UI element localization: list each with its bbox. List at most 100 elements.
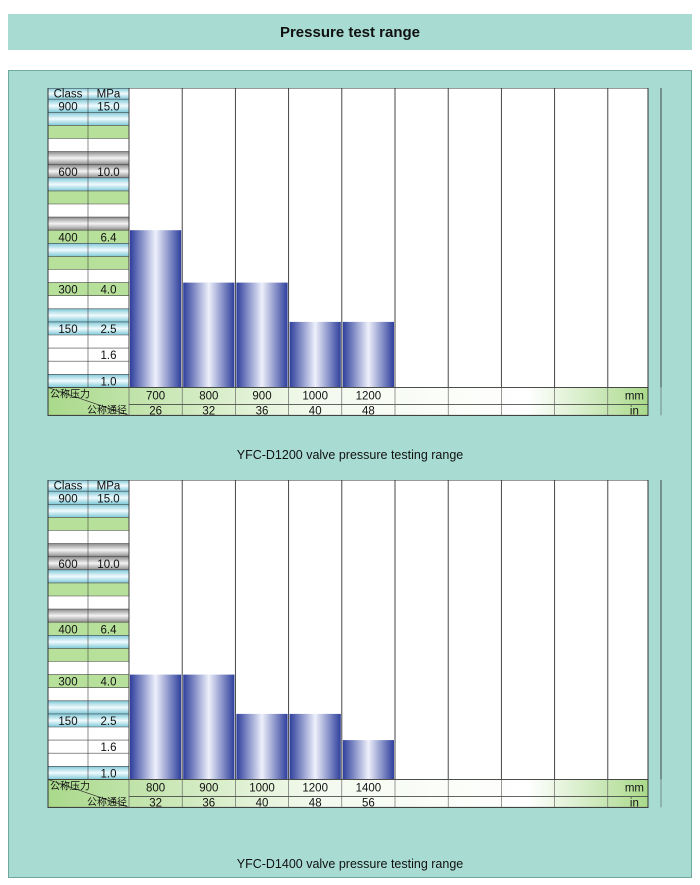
- mpa-label: 10.0: [97, 167, 119, 179]
- bar: [183, 674, 235, 780]
- category-in-label: 32: [149, 797, 162, 809]
- mpa-label: 15.0: [97, 493, 119, 505]
- pressure-row: [48, 151, 129, 165]
- pressure-row: [48, 543, 129, 557]
- pressure-row: [48, 635, 129, 649]
- pressure-row: [48, 504, 129, 518]
- class-label: 900: [58, 101, 77, 113]
- pressure-row: [48, 517, 129, 531]
- pressure-row: [48, 321, 129, 335]
- pressure-row: [48, 556, 129, 570]
- pressure-row: [48, 243, 129, 257]
- chart-d1200: Class MPa 900 15.0 600 10.0 400 6.4 300 4.0 150 2.5…: [47, 88, 662, 417]
- chart-caption-d1200: YFC-D1200 valve pressure testing range: [236, 448, 464, 462]
- category-mm-label: 1200: [356, 390, 382, 402]
- category-mm-label: 1400: [356, 782, 382, 794]
- bar: [342, 321, 394, 388]
- nominal-pressure-label: 公称压力: [50, 779, 90, 792]
- pressure-row: [48, 530, 129, 544]
- mpa-label: 15.0: [97, 101, 119, 113]
- pressure-row: [48, 727, 129, 741]
- category-in-label: 36: [202, 797, 215, 809]
- category-mm-label: 1000: [302, 390, 328, 402]
- class-label: 400: [58, 624, 77, 636]
- mpa-label: 2.5: [101, 324, 117, 336]
- pressure-row: [48, 335, 129, 349]
- pressure-row: [48, 99, 129, 113]
- mpa-label: 1.0: [101, 768, 117, 780]
- mpa-header: MPa: [97, 481, 121, 493]
- pressure-row: [48, 164, 129, 178]
- nominal-diameter-label: 公称通径: [87, 403, 127, 416]
- bar: [130, 674, 182, 780]
- category-in-label: 48: [362, 405, 375, 417]
- pressure-row: [48, 204, 129, 218]
- nominal-pressure-label: 公称压力: [50, 387, 90, 400]
- category-mm-label: 800: [146, 782, 165, 794]
- pressure-row: [48, 374, 129, 388]
- class-label: 600: [58, 167, 77, 179]
- bar: [183, 282, 235, 388]
- class-label: 150: [58, 716, 77, 728]
- bar: [236, 713, 288, 780]
- mpa-label: 1.6: [101, 350, 117, 362]
- mpa-label: 4.0: [101, 285, 117, 297]
- class-label: 150: [58, 324, 77, 336]
- pressure-row: [48, 125, 129, 139]
- title-bar: Pressure test range: [8, 14, 692, 50]
- pressure-row: [48, 661, 129, 675]
- pressure-row: [48, 138, 129, 152]
- pressure-row: [48, 308, 129, 322]
- pressure-row: [48, 648, 129, 662]
- category-in-label: 40: [256, 797, 269, 809]
- pressure-row: [48, 348, 129, 362]
- category-in-label: 26: [149, 405, 162, 417]
- pressure-row: [48, 361, 129, 375]
- class-header: Class: [54, 481, 83, 493]
- pressure-row: [48, 700, 129, 714]
- pressure-row: [48, 491, 129, 505]
- pressure-row: [48, 582, 129, 596]
- unit-mm-label: mm: [625, 390, 644, 402]
- category-in-label: 48: [309, 797, 322, 809]
- category-in-label: 40: [309, 405, 322, 417]
- class-label: 900: [58, 493, 77, 505]
- bar: [236, 282, 288, 388]
- mpa-label: 4.0: [101, 677, 117, 689]
- category-in-label: 36: [256, 405, 269, 417]
- pressure-row: [48, 753, 129, 767]
- mpa-label: 6.4: [101, 624, 118, 636]
- category-in-label: 56: [362, 797, 375, 809]
- pressure-row: [48, 256, 129, 270]
- bar: [289, 321, 341, 388]
- pressure-row: [48, 112, 129, 126]
- category-mm-label: 900: [252, 390, 271, 402]
- category-mm-label: 1000: [249, 782, 275, 794]
- chart-caption-d1400: YFC-D1400 valve pressure testing range: [236, 857, 464, 871]
- mpa-label: 2.5: [101, 716, 117, 728]
- bar: [130, 230, 182, 388]
- pressure-row: [48, 766, 129, 780]
- page-title: Pressure test range: [279, 23, 421, 41]
- unit-in-label: in: [630, 405, 639, 417]
- pressure-row: [48, 740, 129, 754]
- class-label: 300: [58, 285, 77, 297]
- bar: [342, 740, 394, 780]
- pressure-row: [48, 687, 129, 701]
- class-label: 600: [58, 559, 77, 571]
- category-in-label: 32: [202, 405, 215, 417]
- category-mm-label: 800: [199, 390, 218, 402]
- pressure-row: [48, 609, 129, 623]
- category-mm-label: 700: [146, 390, 165, 402]
- unit-mm-label: mm: [625, 782, 644, 794]
- mpa-header: MPa: [97, 89, 121, 101]
- pressure-row: [48, 269, 129, 283]
- pressure-row: [48, 674, 129, 688]
- mpa-label: 10.0: [97, 559, 119, 571]
- class-label: 400: [58, 232, 77, 244]
- chart-d1400: Class MPa 900 15.0 600 10.0 400 6.4 300 4.0 150 2.5…: [47, 480, 662, 809]
- pressure-row: [48, 190, 129, 204]
- mpa-label: 1.6: [101, 742, 117, 754]
- pressure-row: [48, 596, 129, 610]
- class-label: 300: [58, 677, 77, 689]
